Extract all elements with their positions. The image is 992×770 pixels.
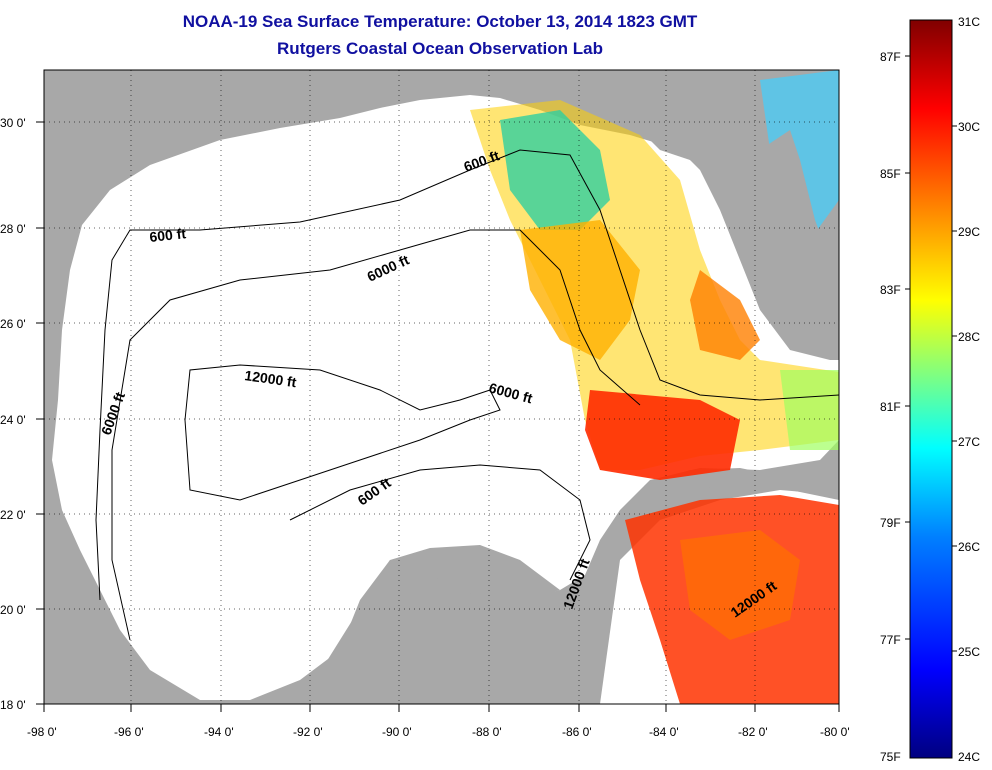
colorbar-celsius-label: 25C	[958, 645, 980, 659]
cuba-land	[628, 468, 839, 512]
lon-tick-label: -94 0'	[204, 725, 234, 739]
florida-land	[640, 130, 839, 360]
lon-tick-label: -82 0'	[738, 725, 768, 739]
contour-6000ft	[111, 229, 641, 641]
map-subtitle: Rutgers Coastal Ocean Observation Lab	[277, 39, 603, 58]
colorbar-celsius-label: 29C	[958, 225, 980, 239]
lat-tick-label: 30 0'	[0, 116, 26, 130]
map-title: NOAA-19 Sea Surface Temperature: October…	[182, 12, 698, 31]
contour-600ft	[95, 149, 839, 601]
lat-tick-label: 22 0'	[0, 508, 26, 522]
colorbar-celsius-label: 28C	[958, 330, 980, 344]
lat-tick-label: 26 0'	[0, 317, 26, 331]
colorbar-celsius-label: 26C	[958, 540, 980, 554]
lon-tick-label: -80 0'	[820, 725, 850, 739]
yucatan-land	[300, 545, 560, 704]
lon-tick-label: -92 0'	[293, 725, 323, 739]
colorbar-fahrenheit-label: 87F	[880, 50, 901, 64]
lon-tick-label: -84 0'	[649, 725, 679, 739]
colorbar-fahrenheit-label: 79F	[880, 516, 901, 530]
colorbar-fahrenheit-label: 77F	[880, 633, 901, 647]
colorbar-celsius-label: 31C	[958, 15, 980, 29]
sst-swath	[470, 70, 839, 704]
colorbar-celsius-label: 27C	[958, 435, 980, 449]
colorbar-fahrenheit-label: 83F	[880, 283, 901, 297]
lat-tick-label: 18 0'	[0, 698, 26, 712]
lon-tick-label: -96 0'	[114, 725, 144, 739]
lon-tick-label: -90 0'	[382, 725, 412, 739]
contour-label: 12000 ft	[244, 367, 298, 390]
lat-tick-label: 20 0'	[0, 603, 26, 617]
colorbar	[909, 19, 953, 759]
contour-label: 600 ft	[149, 225, 187, 245]
colorbar-celsius-label: 30C	[958, 120, 980, 134]
colorbar-fahrenheit-label: 75F	[880, 750, 901, 764]
lat-tick-label: 28 0'	[0, 222, 26, 236]
colorbar-celsius-label: 24C	[958, 750, 980, 764]
colorbar-fahrenheit-label: 85F	[880, 167, 901, 181]
lon-tick-label: -86 0'	[562, 725, 592, 739]
colorbar-fahrenheit-label: 81F	[880, 400, 901, 414]
contour-600ft-yucatan	[289, 464, 591, 581]
contour-12000ft	[184, 364, 501, 501]
lat-tick-label: 24 0'	[0, 413, 26, 427]
lon-tick-label: -98 0'	[27, 725, 57, 739]
lon-tick-label: -88 0'	[472, 725, 502, 739]
